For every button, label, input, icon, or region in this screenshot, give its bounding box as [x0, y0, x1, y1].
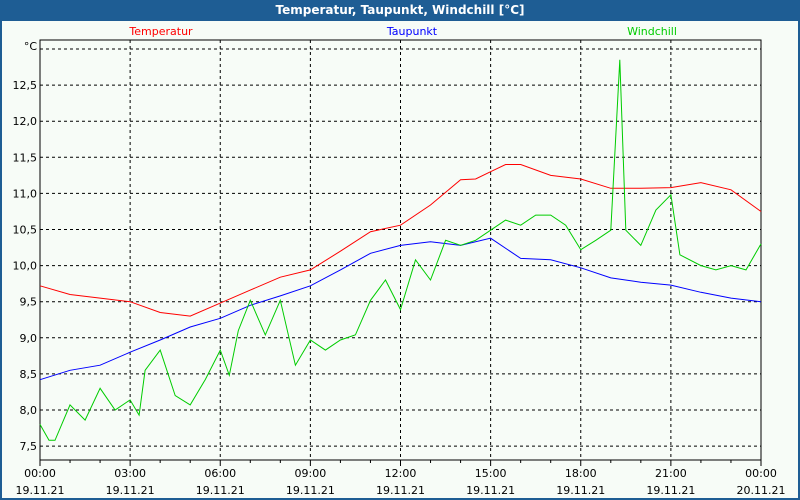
y-tick-label: 10,0 [13, 260, 38, 273]
y-tick-label: 8,0 [20, 404, 38, 417]
x-tick-time: 21:00 [655, 467, 687, 480]
series-line-taupunkt [39, 237, 762, 381]
window-title: Temperatur, Taupunkt, Windchill [°C] [275, 3, 525, 17]
x-tick-time: 12:00 [385, 467, 417, 480]
y-tick-label: 12,0 [13, 115, 38, 128]
y-axis-unit: °C [24, 40, 38, 53]
x-tick-date: 19.11.21 [646, 484, 695, 497]
x-tick-time: 09:00 [295, 467, 327, 480]
y-tick-label: 12,5 [13, 79, 38, 92]
y-tick-label: 9,5 [20, 296, 38, 309]
x-tick-date: 19.11.21 [556, 484, 605, 497]
x-tick-time: 00:00 [745, 467, 777, 480]
x-tick-date: 19.11.21 [376, 484, 425, 497]
x-tick-time: 06:00 [204, 467, 236, 480]
x-tick-date: 20.11.21 [737, 484, 786, 497]
series-line-temperatur [39, 164, 762, 317]
x-tick-date: 19.11.21 [466, 484, 515, 497]
x-tick-time: 00:00 [24, 467, 56, 480]
x-tick-time: 15:00 [475, 467, 507, 480]
y-tick-label: 9,0 [20, 332, 38, 345]
x-tick-date: 19.11.21 [16, 484, 65, 497]
legend-temperatur: Temperatur [128, 25, 193, 38]
legend-windchill: Windchill [627, 25, 677, 38]
x-tick-date: 19.11.21 [106, 484, 155, 497]
y-tick-label: 11,5 [13, 151, 38, 164]
legend-taupunkt: Taupunkt [386, 25, 438, 38]
series-line-windchill [39, 59, 762, 441]
x-tick-time: 18:00 [565, 467, 597, 480]
plot-frame [39, 39, 762, 461]
x-tick-date: 19.11.21 [196, 484, 245, 497]
y-tick-label: 11,0 [13, 187, 38, 200]
x-tick-date: 19.11.21 [286, 484, 335, 497]
y-tick-label: 8,5 [20, 368, 38, 381]
x-tick-time: 03:00 [114, 467, 146, 480]
y-tick-label: 7,5 [20, 440, 38, 453]
y-tick-label: 10,5 [13, 224, 38, 237]
